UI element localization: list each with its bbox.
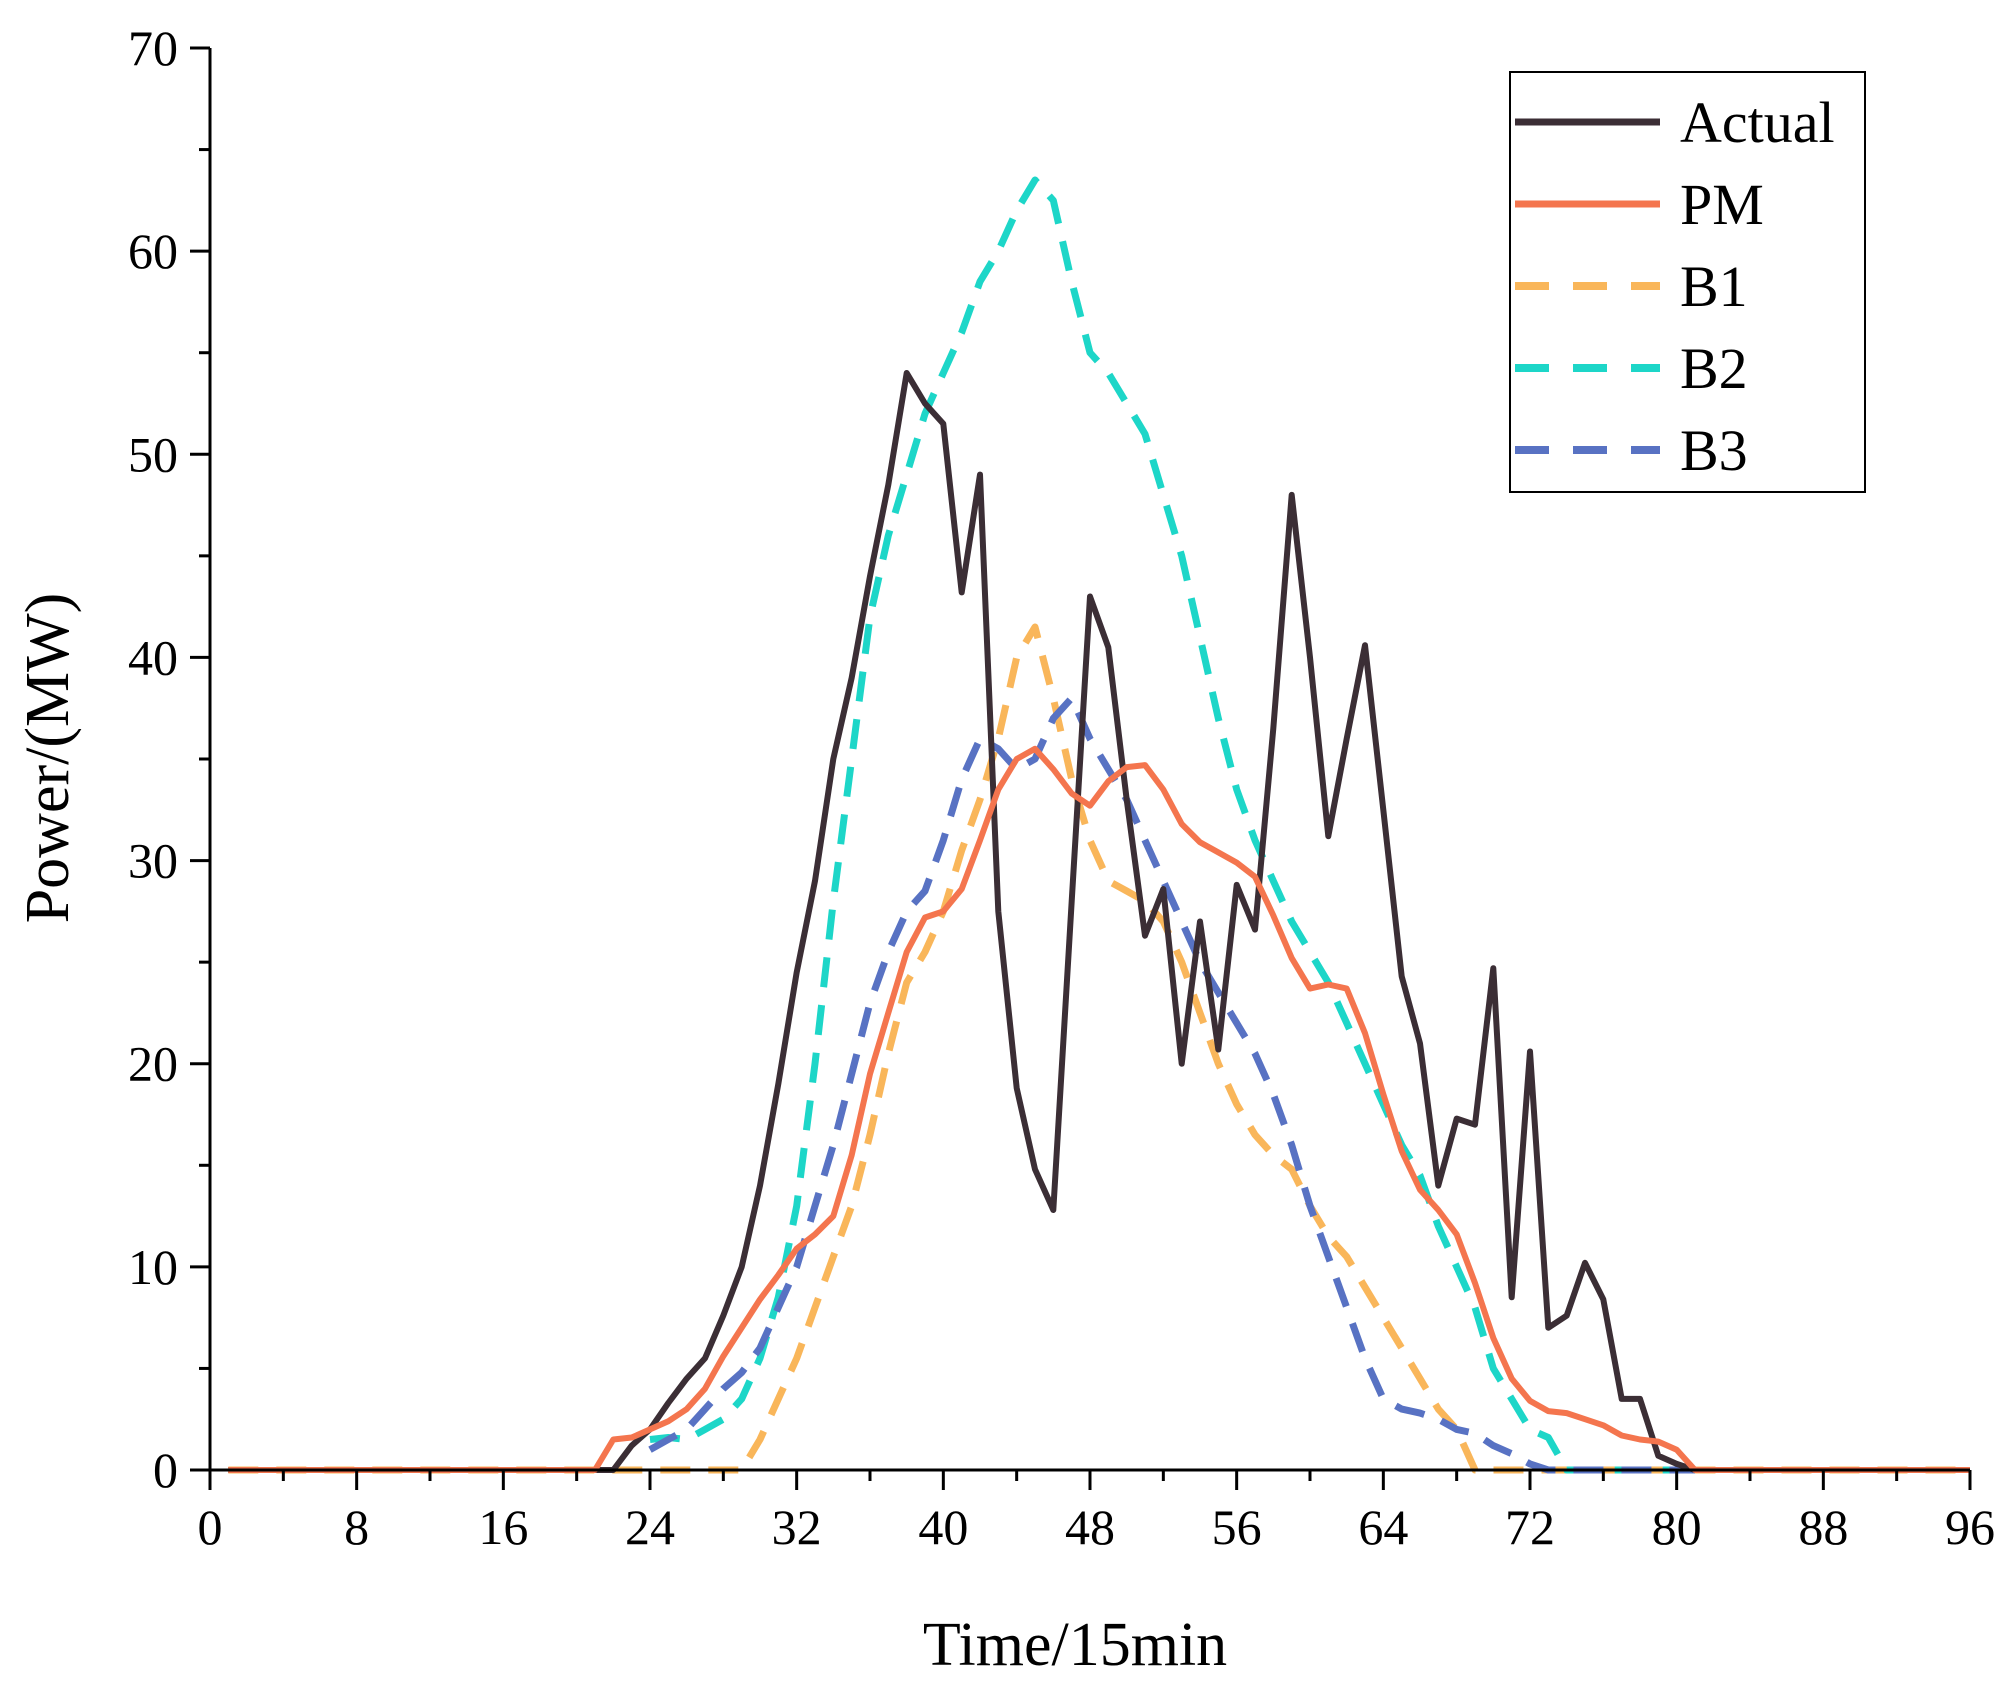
x-tick-label: 16 [478, 1499, 528, 1555]
legend-label-pm: PM [1680, 172, 1764, 237]
x-tick-label: 72 [1505, 1499, 1555, 1555]
y-tick-label: 20 [128, 1036, 178, 1092]
legend-label-actual: Actual [1680, 90, 1835, 155]
x-tick-label: 88 [1798, 1499, 1848, 1555]
y-tick-label: 0 [153, 1442, 178, 1498]
x-tick-label: 0 [198, 1499, 223, 1555]
y-tick-label: 10 [128, 1239, 178, 1295]
legend-label-b3: B3 [1680, 418, 1748, 483]
x-tick-label: 64 [1358, 1499, 1408, 1555]
legend-label-b1: B1 [1680, 254, 1748, 319]
x-tick-label: 24 [625, 1499, 675, 1555]
y-tick-label: 30 [128, 833, 178, 889]
legend-label-b2: B2 [1680, 336, 1748, 401]
x-axis-title: Time/15min [923, 1611, 1227, 1679]
series-line-b1 [228, 623, 1970, 1474]
series-line-actual [228, 370, 1970, 1473]
y-tick-label: 50 [128, 426, 178, 482]
y-tick-label: 40 [128, 629, 178, 685]
y-axis-title: Power/(MW) [14, 593, 82, 924]
axis-ticks: 0 8 16 24 32 40 48 56 64 72 80 88 96 0 10 20 30 40 50 60 70 [128, 20, 1995, 1555]
y-tick-label: 70 [128, 20, 178, 76]
x-tick-label: 40 [918, 1499, 968, 1555]
x-tick-label: 80 [1652, 1499, 1702, 1555]
x-tick-label: 48 [1065, 1499, 1115, 1555]
y-tick-label: 60 [128, 223, 178, 279]
legend: Actual PM B1 B2 B3 [1509, 71, 1866, 493]
series-line-b3 [648, 694, 1695, 1474]
legend-box [1509, 71, 1866, 493]
x-tick-label: 32 [772, 1499, 822, 1555]
series-line-b2 [649, 176, 1695, 1474]
x-tick-label: 56 [1212, 1499, 1262, 1555]
x-tick-label: 8 [344, 1499, 369, 1555]
x-tick-label: 96 [1945, 1499, 1995, 1555]
